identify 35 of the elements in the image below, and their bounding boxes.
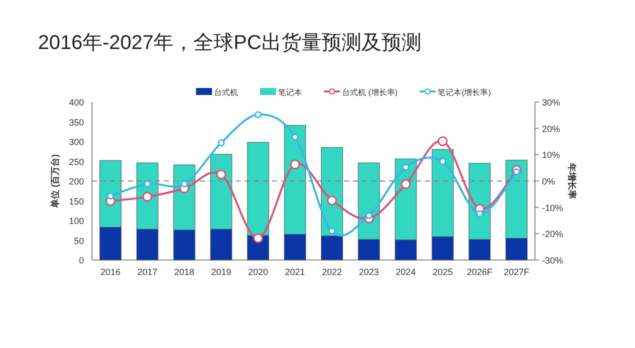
y-tick-label: 200 bbox=[68, 176, 84, 186]
x-tick-label: 2021 bbox=[285, 267, 306, 277]
y-tick-label: 150 bbox=[68, 196, 84, 206]
x-tick-label: 2020 bbox=[248, 267, 268, 277]
legend-label: 台式机 (增长率) bbox=[342, 88, 398, 97]
x-tick-label: 2024 bbox=[396, 267, 416, 277]
y-axis-title: 单位 (百万台) bbox=[50, 154, 60, 209]
y-tick-label: 350 bbox=[68, 117, 84, 128]
y2-tick-label: 20% bbox=[542, 124, 560, 134]
y-tick-label: 0 bbox=[78, 256, 84, 266]
x-tick-label: 2027F bbox=[504, 267, 530, 277]
y-tick-label: 300 bbox=[68, 137, 84, 147]
y-tick-label: 50 bbox=[74, 236, 84, 246]
y-tick-label: 100 bbox=[68, 216, 84, 226]
y2-axis-title: 年增长率 bbox=[567, 162, 577, 199]
chart-title: 2016年-2027年，全球PC出货量预测及预测 bbox=[38, 32, 422, 54]
x-tick-label: 2018 bbox=[174, 267, 194, 277]
y2-tick-label: -10% bbox=[542, 202, 564, 213]
x-tick-label: 2019 bbox=[211, 267, 232, 277]
y-tick-label: 250 bbox=[68, 156, 84, 167]
x-tick-label: 2022 bbox=[322, 267, 342, 277]
x-tick-label: 2023 bbox=[358, 267, 379, 277]
x-tick-label: 2016 bbox=[100, 267, 120, 277]
y2-tick-label: -20% bbox=[542, 229, 564, 240]
legend-label: 台式机 bbox=[214, 88, 238, 97]
x-tick-label: 2017 bbox=[137, 267, 158, 277]
y2-tick-label: 10% bbox=[542, 150, 560, 160]
x-tick-label: 2026F bbox=[466, 267, 493, 277]
y2-tick-label: -30% bbox=[542, 256, 564, 266]
y-tick-label: 400 bbox=[68, 98, 84, 108]
x-tick-label: 2025 bbox=[432, 267, 453, 277]
legend-label: 笔记本(增长率) bbox=[438, 88, 492, 97]
y2-tick-label: 0% bbox=[542, 176, 556, 186]
y2-tick-label: 30% bbox=[542, 98, 560, 108]
legend-label: 笔记本 bbox=[278, 88, 302, 97]
